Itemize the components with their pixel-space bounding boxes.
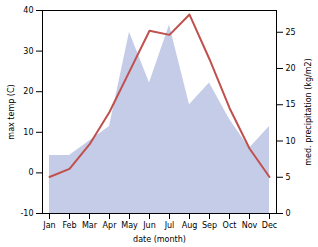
svg-text:date (month): date (month) <box>133 235 186 244</box>
svg-text:0: 0 <box>28 168 33 177</box>
svg-text:0: 0 <box>286 209 291 218</box>
svg-text:Sep: Sep <box>202 221 217 230</box>
svg-text:20: 20 <box>23 87 33 96</box>
svg-text:max temp (C): max temp (C) <box>7 84 16 139</box>
svg-text:Mar: Mar <box>82 221 98 230</box>
svg-text:10: 10 <box>286 137 296 146</box>
svg-text:40: 40 <box>23 6 33 15</box>
svg-text:Nov: Nov <box>242 221 258 230</box>
svg-text:5: 5 <box>286 173 291 182</box>
svg-text:Dec: Dec <box>262 221 277 230</box>
svg-text:15: 15 <box>286 100 296 109</box>
svg-text:30: 30 <box>23 47 33 56</box>
svg-text:Jul: Jul <box>164 221 175 230</box>
svg-text:May: May <box>121 221 138 230</box>
svg-text:Oct: Oct <box>223 221 237 230</box>
svg-text:Apr: Apr <box>103 221 118 230</box>
svg-text:-10: -10 <box>20 209 33 218</box>
svg-text:Feb: Feb <box>62 221 76 230</box>
svg-text:25: 25 <box>286 28 296 37</box>
svg-text:Aug: Aug <box>182 221 198 230</box>
svg-text:Jan: Jan <box>42 221 55 230</box>
svg-text:Jun: Jun <box>142 221 156 230</box>
svg-text:10: 10 <box>23 128 33 137</box>
svg-text:med. precipitation (kg/m2): med. precipitation (kg/m2) <box>304 58 313 165</box>
svg-text:20: 20 <box>286 64 296 73</box>
